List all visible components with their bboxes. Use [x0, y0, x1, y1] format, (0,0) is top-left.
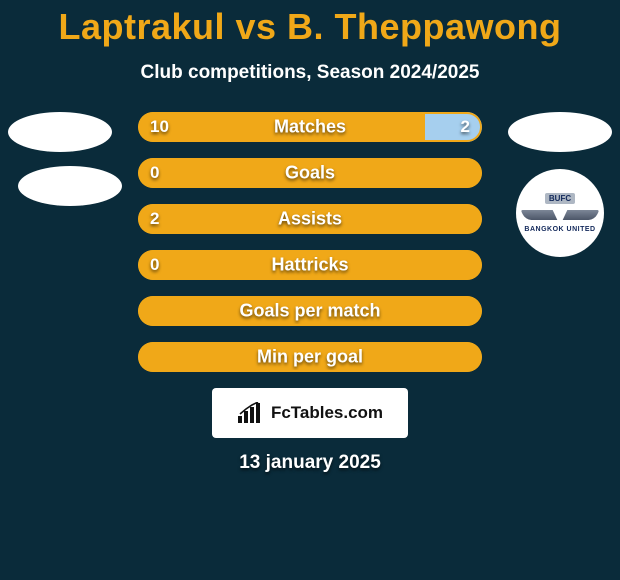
site-label: FcTables.com	[271, 403, 383, 423]
stat-bars: 102Matches0Goals2Assists0HattricksGoals …	[138, 112, 482, 372]
player-left-badge-2	[18, 166, 122, 206]
stat-bar: Min per goal	[138, 342, 482, 372]
stat-bar: 0Hattricks	[138, 250, 482, 280]
player-right-badge-1	[508, 112, 612, 152]
stat-left-value: 2	[150, 209, 159, 229]
stat-right-value: 2	[461, 117, 470, 137]
stat-bar-left-fill: 2	[138, 204, 482, 234]
page-subtitle: Club competitions, Season 2024/2025	[0, 62, 620, 84]
infographic-date: 13 january 2025	[0, 452, 620, 474]
stat-bar: 102Matches	[138, 112, 482, 142]
stat-left-value: 0	[150, 255, 159, 275]
stat-bar-left-fill	[138, 296, 482, 326]
site-badge: FcTables.com	[212, 388, 408, 438]
stat-bar-right-fill: 2	[425, 112, 482, 142]
content-area: BUFC BANGKOK UNITED 102Matches0Goals2Ass…	[0, 112, 620, 474]
player-left-badge-1	[8, 112, 112, 152]
stat-bar: 0Goals	[138, 158, 482, 188]
stat-left-value: 0	[150, 163, 159, 183]
crest-label: BANGKOK UNITED	[524, 226, 595, 233]
page-title: Laptrakul vs B. Theppawong	[0, 6, 620, 48]
stat-bar: 2Assists	[138, 204, 482, 234]
stat-bar-left-fill: 0	[138, 158, 482, 188]
crest-code: BUFC	[545, 193, 575, 204]
club-crest: BUFC BANGKOK UNITED	[516, 169, 604, 257]
comparison-infographic: Laptrakul vs B. Theppawong Club competit…	[0, 0, 620, 580]
stat-bar-left-fill: 10	[138, 112, 425, 142]
stat-bar: Goals per match	[138, 296, 482, 326]
crest-wings-icon	[525, 206, 595, 224]
stat-bar-left-fill	[138, 342, 482, 372]
site-logo-icon	[237, 402, 265, 424]
stat-bar-left-fill: 0	[138, 250, 482, 280]
stat-left-value: 10	[150, 117, 169, 137]
